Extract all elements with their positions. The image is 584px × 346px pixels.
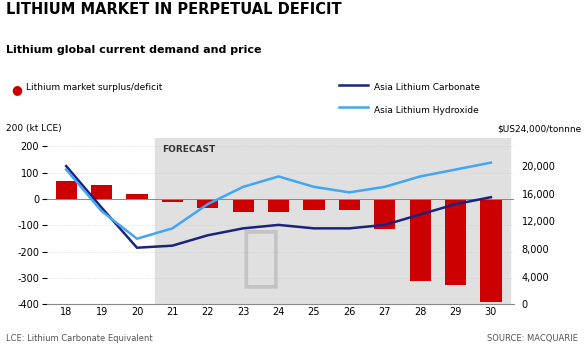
Text: Lithium global current demand and price: Lithium global current demand and price: [6, 45, 261, 55]
Text: ●: ●: [12, 83, 23, 96]
Text: FORECAST: FORECAST: [162, 145, 215, 154]
Bar: [91, 184, 112, 199]
Bar: [480, 199, 502, 302]
Bar: [268, 199, 289, 212]
Bar: [374, 199, 395, 229]
Text: LITHIUM MARKET IN PERPETUAL DEFICIT: LITHIUM MARKET IN PERPETUAL DEFICIT: [6, 2, 342, 17]
Bar: [409, 199, 431, 281]
Text: Asia Lithium Hydroxide: Asia Lithium Hydroxide: [374, 106, 478, 115]
Text: 200 (kt LCE): 200 (kt LCE): [6, 124, 61, 133]
Text: Lithium market surplus/deficit: Lithium market surplus/deficit: [26, 83, 163, 92]
Bar: [55, 181, 77, 199]
Bar: [339, 199, 360, 210]
Bar: [197, 199, 218, 208]
Text: Asia Lithium Carbonate: Asia Lithium Carbonate: [374, 83, 480, 92]
Text: 🚛: 🚛: [241, 224, 281, 290]
Bar: [126, 194, 148, 199]
Bar: [445, 199, 466, 285]
Bar: [162, 199, 183, 202]
Bar: [155, 138, 510, 304]
Text: $US24,000/tonnne: $US24,000/tonnne: [497, 124, 581, 133]
Text: SOURCE: MACQUARIE: SOURCE: MACQUARIE: [487, 334, 578, 343]
Text: LCE: Lithium Carbonate Equivalent: LCE: Lithium Carbonate Equivalent: [6, 334, 152, 343]
Bar: [303, 199, 325, 210]
Bar: [232, 199, 254, 212]
